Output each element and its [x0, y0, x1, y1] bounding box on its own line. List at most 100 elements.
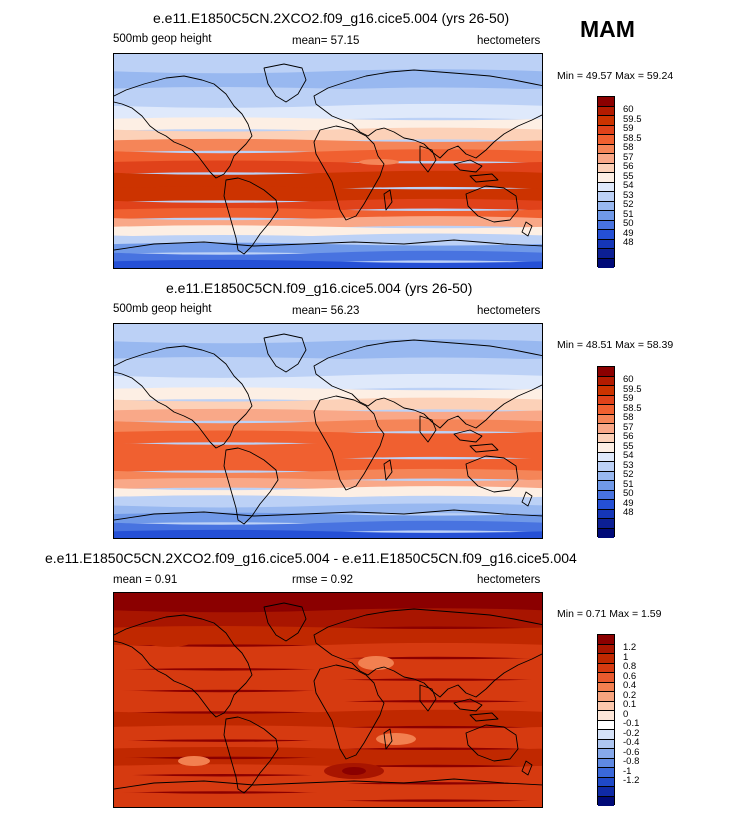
colorbar-swatch: [598, 471, 614, 481]
colorbar-swatch: [598, 462, 614, 472]
colorbar-tick-label: 58: [623, 142, 634, 154]
colorbar-swatch: [598, 220, 614, 230]
colorbar-tick-label: 1: [623, 651, 629, 663]
colorbar-tick-label: 56: [623, 161, 634, 173]
colorbar-tick-label: 51: [623, 208, 634, 220]
panel2-minmax: Min = 48.51 Max = 58.39: [557, 339, 674, 351]
colorbar-tick-label: 60: [623, 374, 634, 386]
colorbar-tick-label: 50: [623, 218, 634, 230]
colorbar-tick-label: 58.5: [623, 402, 642, 414]
colorbar-swatch: [598, 635, 614, 645]
colorbar-tick-label: -0.6: [623, 746, 640, 758]
colorbar-swatch: [598, 125, 614, 135]
colorbar-tick-label: 49: [623, 227, 634, 239]
colorbar-tick-label: 0.8: [623, 661, 637, 673]
colorbar-tick-label: 54: [623, 180, 634, 192]
colorbar-swatch: [598, 528, 614, 538]
colorbar-swatch: [598, 376, 614, 386]
colorbar-tick-label: 0.4: [623, 680, 637, 692]
panel1-map: [113, 53, 543, 269]
colorbar-swatch: [598, 787, 614, 797]
colorbar-tick-label: -1: [623, 765, 632, 777]
colorbar-swatch: [598, 163, 614, 173]
colorbar-tick-label: 58: [623, 412, 634, 424]
colorbar-tick-label: 59: [623, 123, 634, 135]
colorbar-swatch: [598, 796, 614, 806]
colorbar-swatch: [598, 481, 614, 491]
colorbar-swatch: [598, 97, 614, 107]
panel1-colorbar: [597, 96, 615, 268]
panel1-minmax: Min = 49.57 Max = 59.24: [557, 70, 674, 82]
panel2-mean-label: mean= 56.23: [292, 305, 360, 317]
colorbar-swatch: [598, 211, 614, 221]
colorbar-swatch: [598, 182, 614, 192]
colorbar-tick-label: -0.8: [623, 756, 640, 768]
colorbar-tick-label: 59: [623, 393, 634, 405]
colorbar-tick-label: 55: [623, 440, 634, 452]
colorbar-swatch: [598, 663, 614, 673]
map-canvas: [114, 324, 542, 538]
colorbar-swatch: [598, 386, 614, 396]
colorbar-swatch: [598, 443, 614, 453]
colorbar-swatch: [598, 692, 614, 702]
colorbar-swatch: [598, 230, 614, 240]
colorbar-swatch: [598, 239, 614, 249]
panel2-variable-label: 500mb geop height: [113, 303, 212, 315]
colorbar-swatch: [598, 768, 614, 778]
colorbar-swatch: [598, 249, 614, 259]
panel2-title: e.e11.E1850C5CN.f09_g16.cice5.004 (yrs 2…: [166, 280, 473, 296]
colorbar-tick-label: -0.1: [623, 718, 640, 730]
colorbar-swatch: [598, 509, 614, 519]
colorbar-tick-label: 0.2: [623, 689, 637, 701]
colorbar-tick-label: 56: [623, 431, 634, 443]
panel1-units-label: hectometers: [477, 35, 541, 47]
colorbar-swatch: [598, 777, 614, 787]
colorbar-tick-label: 50: [623, 488, 634, 500]
colorbar-swatch: [598, 154, 614, 164]
colorbar-swatch: [598, 711, 614, 721]
colorbar-swatch: [598, 739, 614, 749]
colorbar-swatch: [598, 367, 614, 377]
map-canvas: [114, 54, 542, 268]
colorbar-swatch: [598, 720, 614, 730]
colorbar-swatch: [598, 644, 614, 654]
colorbar-swatch: [598, 452, 614, 462]
panel3-colorbar: [597, 634, 615, 806]
colorbar-tick-label: 48: [623, 237, 634, 249]
colorbar-swatch: [598, 135, 614, 145]
colorbar-swatch: [598, 701, 614, 711]
colorbar-swatch: [598, 173, 614, 183]
colorbar-tick-label: 57: [623, 151, 634, 163]
panel1-variable-label: 500mb geop height: [113, 33, 212, 45]
colorbar-swatch: [598, 730, 614, 740]
panel3-units-label: hectometers: [477, 574, 541, 586]
panel2-colorbar: [597, 366, 615, 538]
colorbar-swatch: [598, 749, 614, 759]
colorbar-swatch: [598, 201, 614, 211]
colorbar-tick-label: 57: [623, 421, 634, 433]
colorbar-swatch: [598, 654, 614, 664]
colorbar-tick-label: 59.5: [623, 113, 642, 125]
colorbar-tick-label: 59.5: [623, 383, 642, 395]
panel3-title: e.e11.E1850C5CN.2XCO2.f09_g16.cice5.004 …: [45, 550, 577, 566]
colorbar-swatch: [598, 433, 614, 443]
panel3-minmax: Min = 0.71 Max = 1.59: [557, 608, 662, 620]
colorbar-swatch: [598, 395, 614, 405]
colorbar-tick-label: 0: [623, 708, 629, 720]
colorbar-swatch: [598, 258, 614, 268]
colorbar-tick-label: 55: [623, 170, 634, 182]
colorbar-tick-label: 0.1: [623, 699, 637, 711]
panel2-map: [113, 323, 543, 539]
colorbar-tick-label: 53: [623, 459, 634, 471]
panel1-mean-label: mean= 57.15: [292, 35, 360, 47]
colorbar-tick-label: 1.2: [623, 642, 637, 654]
colorbar-swatch: [598, 519, 614, 529]
colorbar-swatch: [598, 405, 614, 415]
colorbar-swatch: [598, 106, 614, 116]
colorbar-tick-label: 48: [623, 507, 634, 519]
panel1-title: e.e11.E1850C5CN.2XCO2.f09_g16.cice5.004 …: [153, 10, 510, 26]
colorbar-swatch: [598, 758, 614, 768]
panel3-rmse-label: rmse = 0.92: [292, 574, 354, 586]
colorbar-swatch: [598, 116, 614, 126]
colorbar-tick-label: 51: [623, 478, 634, 490]
